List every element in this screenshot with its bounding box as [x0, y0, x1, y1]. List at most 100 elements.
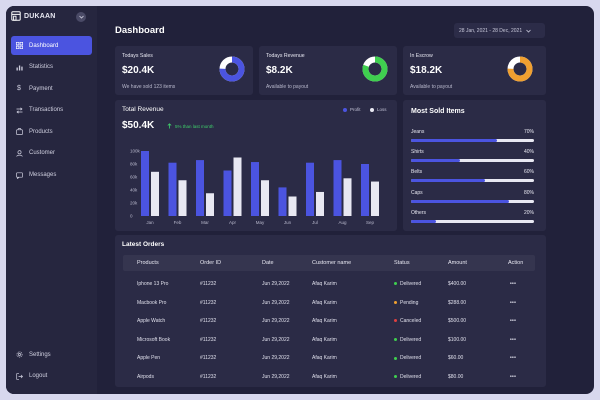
amount-cell: $400.00 — [448, 281, 467, 287]
legend-dot-loss — [370, 107, 374, 112]
y-tick-label: 0 — [130, 214, 133, 219]
status-dot-icon — [394, 300, 397, 304]
sidebar-item-label: Payment — [29, 85, 53, 92]
bar-loss-feb — [178, 180, 187, 216]
product-cell: Microsoft Book — [137, 336, 171, 343]
action-button[interactable]: ••• — [510, 318, 517, 325]
product-cell: Airpods — [137, 374, 154, 380]
item-percent: 80% — [523, 190, 534, 196]
table-row: Apple Pen #11232 Jun 29,2022 Afaq Karim Deli… — [123, 349, 535, 368]
item-percent: 60% — [523, 169, 534, 175]
bar-loss-jul — [316, 191, 324, 216]
x-tick-label: May — [256, 220, 265, 225]
transactions-icon — [15, 106, 23, 114]
sidebar-item-label: Products — [29, 128, 53, 135]
status-label: Delivered — [400, 374, 422, 380]
progress-fill — [411, 200, 510, 203]
donut-arc — [507, 56, 533, 82]
sidebar-item-label: Settings — [29, 351, 51, 358]
most-sold-card: Most Sold Items Jeans 70% Shirts 40% Bel… — [403, 100, 546, 231]
status-label: Delivered — [400, 336, 422, 343]
progress-fill — [411, 139, 498, 142]
bar-loss-may — [261, 180, 269, 216]
sidebar-item-label: Transactions — [29, 107, 64, 114]
table-row: Macbook Pro #11232 Jun 29,2022 Afaq Karim Pe… — [123, 294, 535, 313]
sidebar: DUKAAN Dashboard Statistics $ Payment — [6, 6, 97, 394]
box-icon — [15, 128, 23, 136]
column-header: Status — [394, 260, 410, 266]
chevron-down-icon[interactable] — [76, 12, 86, 22]
stat-card-escrow: In Escrow $18.2K Available to payout — [403, 46, 546, 95]
sidebar-item-settings[interactable]: Settings — [11, 345, 92, 364]
product-cell: Macbook Pro — [137, 299, 167, 306]
x-tick-label: Jun — [284, 220, 292, 225]
product-cell: Iphone 13 Pro — [137, 281, 169, 287]
arrow-up-icon — [167, 123, 172, 129]
sidebar-item-transactions[interactable]: Transactions — [11, 101, 92, 120]
date-cell: Jun 29,2022 — [262, 374, 290, 380]
brand[interactable]: DUKAAN — [11, 11, 56, 21]
sidebar-item-label: Customer — [29, 150, 56, 157]
message-icon — [15, 171, 23, 179]
product-cell: Apple Watch — [137, 318, 166, 325]
action-button[interactable]: ••• — [510, 281, 517, 287]
stat-subtext: Available to payout — [266, 84, 309, 90]
date-range-picker[interactable]: 28 Jan, 2021 - 28 Dec, 2021 — [454, 23, 545, 38]
action-button[interactable]: ••• — [510, 299, 517, 306]
app-window: DUKAAN Dashboard Statistics $ Payment — [6, 6, 594, 394]
sidebar-nav: Dashboard Statistics $ Payment Transacti… — [11, 36, 92, 187]
stat-card-sales: Todays Sales $20.4K We have sold 123 ite… — [115, 46, 253, 95]
amount-cell: $80.00 — [448, 374, 464, 380]
customer-cell: Afaq Karim — [312, 299, 337, 306]
revenue-card: Total Revenue Profit Loss $50.4K 5% than… — [115, 100, 397, 231]
item-name: Jeans — [411, 129, 425, 135]
x-tick-label: Jan — [146, 220, 154, 225]
x-tick-label: Mar — [201, 220, 209, 225]
sidebar-item-payment[interactable]: $ Payment — [11, 79, 92, 98]
revenue-value: $50.4K — [122, 120, 155, 131]
progress-fill — [411, 179, 485, 182]
sidebar-item-statistics[interactable]: Statistics — [11, 58, 92, 77]
most-sold-item: Others 20% — [411, 210, 534, 227]
stat-subtext: Available to payout — [410, 84, 453, 90]
most-sold-item: Shirts 40% — [411, 149, 534, 166]
sidebar-item-label: Messages — [29, 172, 57, 179]
sidebar-item-messages[interactable]: Messages — [11, 166, 92, 185]
chevron-down-icon — [526, 29, 531, 33]
sidebar-item-customer[interactable]: Customer — [11, 144, 92, 163]
item-name: Caps — [411, 190, 423, 196]
status-cell: Delivered — [394, 355, 421, 361]
customer-cell: Afaq Karim — [312, 374, 337, 380]
customer-cell: Afaq Karim — [312, 355, 337, 362]
grid-icon — [15, 42, 23, 50]
x-tick-label: Sep — [366, 220, 375, 225]
stat-label: Todays Revenue — [266, 53, 305, 59]
action-button[interactable]: ••• — [510, 336, 517, 343]
donut-arc — [362, 56, 388, 82]
revenue-change: 5% than last month — [167, 123, 214, 129]
store-logo-icon — [11, 11, 21, 21]
donut-arc — [219, 56, 245, 82]
revenue-bar-chart: 0 20k 40k 60k 80k 100k Jan Feb Mar Apr May Jun Jul Au… — [130, 149, 379, 225]
action-button[interactable]: ••• — [510, 374, 517, 380]
sidebar-item-products[interactable]: Products — [11, 122, 92, 141]
item-name: Shirts — [411, 149, 424, 155]
amount-cell: $60.00 — [448, 355, 464, 362]
legend-dot-profit — [343, 107, 347, 112]
customer-cell: Afaq Karim — [312, 336, 337, 343]
amount-cell: $100.00 — [448, 336, 467, 343]
item-name: Belts — [411, 169, 423, 175]
stat-card-revenue: Todays Revenue $8.2K Available to payout — [259, 46, 397, 95]
progress-track — [411, 139, 534, 142]
table-row: Apple Watch #11232 Jun 29,2022 Afaq Karim Ca… — [123, 312, 535, 331]
bar-profit-may — [251, 162, 259, 216]
status-dot-icon — [394, 375, 397, 379]
sidebar-item-dashboard[interactable]: Dashboard — [11, 36, 92, 55]
action-button[interactable]: ••• — [510, 355, 517, 362]
sidebar-item-logout[interactable]: Logout — [11, 367, 92, 386]
status-label: Delivered — [400, 355, 422, 362]
logout-icon — [15, 372, 23, 380]
item-percent: 40% — [523, 149, 534, 155]
product-cell: Apple Pen — [137, 355, 161, 362]
status-dot-icon — [394, 356, 397, 360]
